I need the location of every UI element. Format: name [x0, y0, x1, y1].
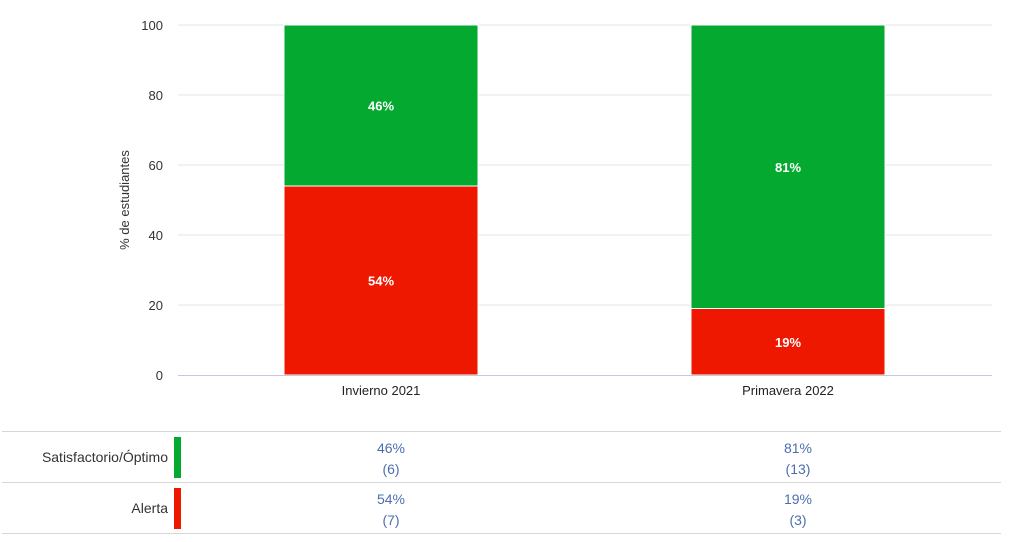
- cell-percent: 19%: [783, 491, 813, 507]
- data-label: 19%: [775, 335, 801, 350]
- cell-count: (3): [789, 512, 807, 528]
- data-table: Satisfactorio/Óptimo 46% (6) 81% (13) Al…: [2, 431, 1001, 534]
- cell-count: (6): [382, 461, 400, 477]
- stacked-bar-chart: 54% 46% 19% 81% 0 20 40 60 80 100 Invierno 2021 Pr…: [117, 18, 992, 398]
- legend-swatch-alerta: [174, 488, 181, 529]
- cell-count: (13): [785, 461, 811, 477]
- axes: 0 20 40 60 80 100 Invierno 2021 Primavera 2022: [141, 18, 992, 398]
- y-tick-label: 20: [149, 298, 163, 313]
- table-row: Alerta 54% (7) 19% (3): [2, 482, 1001, 534]
- data-label: 54%: [368, 274, 394, 289]
- table-cell: 46% (6): [291, 438, 491, 480]
- table-cell: 81% (13): [698, 438, 898, 480]
- cell-percent: 81%: [783, 440, 813, 456]
- cell-percent: 46%: [376, 440, 406, 456]
- legend-swatch-satisfactorio: [174, 437, 181, 478]
- y-tick-label: 0: [156, 368, 163, 383]
- cell-count: (7): [382, 512, 400, 528]
- data-label: 81%: [775, 160, 801, 175]
- bar-segment: [283, 24, 479, 187]
- x-category-label: Invierno 2021: [342, 383, 421, 398]
- bar-segment: [690, 24, 886, 309]
- bars: 54% 46% 19% 81%: [283, 24, 886, 376]
- y-tick-label: 100: [141, 18, 163, 33]
- data-label: 46%: [368, 99, 394, 114]
- row-label: Satisfactorio/Óptimo: [41, 449, 168, 465]
- table-cell: 54% (7): [291, 489, 491, 531]
- y-tick-label: 60: [149, 158, 163, 173]
- cell-percent: 54%: [376, 491, 406, 507]
- y-tick-label: 80: [149, 88, 163, 103]
- row-label: Alerta: [131, 500, 168, 516]
- table-cell: 19% (3): [698, 489, 898, 531]
- table-row: Satisfactorio/Óptimo 46% (6) 81% (13): [2, 431, 1001, 482]
- x-category-label: Primavera 2022: [742, 383, 834, 398]
- y-axis-label: % de estudiantes: [117, 150, 132, 250]
- y-tick-label: 40: [149, 228, 163, 243]
- bar-segment: [283, 185, 479, 376]
